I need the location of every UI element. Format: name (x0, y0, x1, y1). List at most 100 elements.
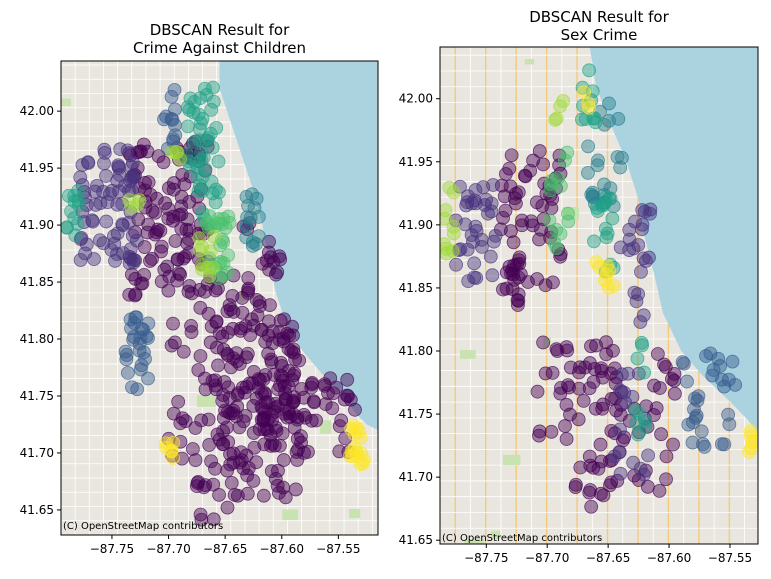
cluster-point-2 (711, 351, 726, 366)
cluster-point-4 (165, 112, 180, 127)
cluster-point-4 (588, 115, 603, 130)
cluster-point-0 (535, 198, 550, 213)
cluster-point-1 (613, 383, 627, 398)
cluster-point-1 (96, 184, 110, 199)
cluster-point-0 (168, 234, 183, 248)
cluster-point-0 (209, 382, 224, 397)
cluster-point-2 (699, 349, 713, 363)
cluster-point-1 (613, 466, 628, 481)
cluster-point-5 (191, 184, 206, 199)
cluster-point-0 (518, 169, 533, 184)
y-tick-label: 42.00 (399, 92, 433, 106)
cluster-point-0 (265, 336, 280, 351)
cluster-point-1 (643, 206, 657, 221)
cluster-point-7 (205, 260, 220, 275)
cluster-point-8 (357, 452, 372, 467)
cluster-point-0 (240, 346, 255, 361)
cluster-point-1 (458, 217, 472, 232)
cluster-point-0 (536, 157, 551, 172)
cluster-point-0 (667, 386, 682, 401)
cluster-point-5 (195, 169, 210, 184)
cluster-point-0 (166, 176, 181, 190)
map-attribution: (C) OpenStreetMap contributors (442, 533, 602, 544)
cluster-point-0 (244, 312, 259, 327)
cluster-point-1 (621, 366, 635, 381)
cluster-point-5 (198, 162, 213, 177)
cluster-point-0 (496, 282, 510, 297)
cluster-point-5 (587, 234, 601, 249)
cluster-point-0 (221, 325, 235, 340)
cluster-point-8 (166, 435, 181, 450)
cluster-point-0 (512, 250, 527, 265)
cluster-point-2 (120, 365, 135, 380)
cluster-point-1 (633, 315, 648, 329)
cluster-point-0 (188, 453, 203, 468)
cluster-point-0 (211, 358, 225, 373)
cluster-point-2 (728, 377, 743, 392)
cluster-point-7 (200, 260, 215, 275)
cluster-point-7 (132, 193, 147, 208)
cluster-point-0 (154, 239, 169, 254)
cluster-point-0 (176, 251, 191, 266)
cluster-point-0 (515, 218, 529, 233)
cluster-point-7 (556, 94, 571, 108)
x-tick-label: −87.60 (260, 542, 304, 556)
cluster-point-4 (629, 415, 644, 430)
cluster-point-0 (184, 318, 198, 333)
cluster-point-5 (61, 220, 74, 235)
cluster-point-0 (154, 274, 169, 289)
cluster-point-1 (622, 243, 637, 257)
cluster-point-0 (538, 366, 553, 381)
cluster-point-6 (558, 153, 572, 168)
cluster-point-0 (269, 267, 283, 282)
cluster-point-0 (572, 381, 586, 396)
cluster-point-0 (298, 410, 313, 425)
cluster-point-7 (122, 193, 137, 207)
cluster-point-0 (665, 372, 679, 386)
cluster-point-0 (517, 168, 532, 183)
cluster-point-0 (281, 341, 296, 356)
cluster-point-0 (285, 319, 300, 334)
cluster-point-0 (544, 201, 559, 216)
cluster-point-4 (635, 338, 650, 353)
cluster-point-5 (203, 126, 218, 141)
cluster-point-0 (157, 262, 172, 277)
cluster-point-0 (610, 473, 625, 488)
cluster-point-2 (717, 437, 732, 452)
cluster-point-5 (68, 228, 83, 243)
cluster-point-3 (239, 218, 254, 233)
cluster-point-0 (647, 378, 661, 393)
cluster-point-0 (175, 167, 190, 182)
cluster-point-1 (81, 156, 96, 170)
cluster-point-5 (209, 182, 223, 197)
cluster-point-0 (544, 424, 559, 439)
cluster-point-6 (199, 216, 214, 231)
cluster-point-0 (209, 315, 224, 330)
cluster-point-0 (659, 472, 673, 487)
cluster-point-0 (603, 478, 617, 493)
cluster-point-7 (203, 244, 218, 259)
cluster-point-0 (128, 271, 143, 286)
cluster-point-0 (532, 428, 546, 443)
cluster-point-5 (181, 119, 195, 134)
cluster-point-0 (143, 187, 158, 202)
cluster-point-0 (506, 235, 521, 250)
cluster-point-5 (191, 107, 206, 122)
y-tick-label: 41.75 (20, 389, 54, 403)
basemap-park (543, 337, 551, 348)
cluster-point-0 (507, 272, 522, 287)
cluster-point-5 (211, 154, 226, 169)
cluster-point-1 (107, 236, 122, 251)
cluster-point-0 (182, 232, 196, 247)
cluster-point-0 (149, 225, 164, 240)
cluster-point-0 (138, 175, 152, 190)
cluster-point-0 (128, 288, 142, 303)
cluster-point-1 (485, 268, 500, 283)
cluster-point-0 (220, 346, 235, 361)
cluster-point-1 (618, 395, 633, 410)
cluster-point-0 (193, 349, 208, 363)
cluster-point-2 (141, 371, 155, 386)
cluster-point-0 (194, 512, 209, 527)
cluster-point-1 (120, 143, 135, 158)
cluster-point-2 (717, 379, 732, 394)
